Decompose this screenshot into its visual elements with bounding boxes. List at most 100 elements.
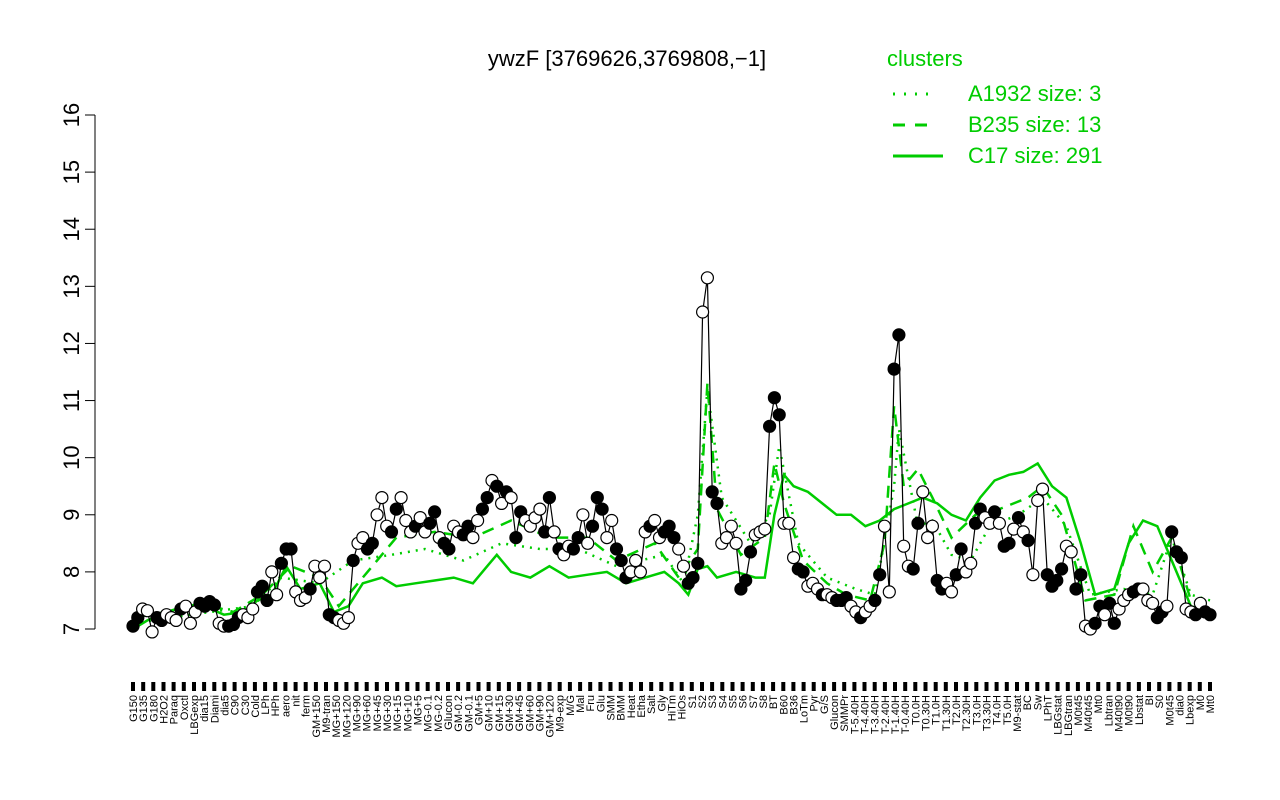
data-point <box>475 502 489 516</box>
data-point <box>255 579 269 593</box>
legend-label-a1932: A1932 size: 3 <box>968 81 1101 106</box>
data-point <box>992 516 1007 530</box>
data-point <box>762 419 777 433</box>
x-tick <box>506 682 511 691</box>
y-tick-label: 9 <box>59 509 84 521</box>
data-point <box>317 559 332 573</box>
data-point <box>925 519 940 533</box>
x-tick <box>578 682 583 691</box>
data-point <box>566 542 581 556</box>
data-point <box>1074 568 1088 582</box>
data-point <box>1021 533 1035 548</box>
data-point <box>887 362 901 376</box>
x-tick <box>395 682 400 691</box>
x-tick-label: BT <box>768 695 780 709</box>
x-tick-label: MG+30 <box>382 695 394 731</box>
y-tick-label: 16 <box>59 103 84 127</box>
x-tick-label: GM+5 <box>474 695 486 725</box>
x-tick <box>1167 682 1172 691</box>
x-tick <box>964 682 969 691</box>
x-tick <box>659 682 664 691</box>
x-tick <box>954 682 958 691</box>
x-tick <box>923 682 928 691</box>
x-tick-label: G180 <box>148 695 160 722</box>
x-tick <box>1197 682 1202 691</box>
data-point <box>265 565 279 579</box>
x-tick-label: Diami <box>209 695 221 723</box>
data-point <box>1203 608 1217 622</box>
data-point <box>1026 568 1040 582</box>
x-tick-label: T2.30H <box>961 695 973 731</box>
data-point <box>648 513 662 528</box>
x-tick <box>313 682 318 691</box>
x-tick-label: T-1.40H <box>890 695 902 734</box>
x-tick <box>1116 682 1121 691</box>
x-tick-label: GM-0.1 <box>463 695 475 732</box>
x-tick-label: M40t45 <box>1083 695 1095 732</box>
x-tick-label: T0.0H <box>910 695 922 725</box>
data-point <box>868 593 882 608</box>
data-point <box>911 516 925 530</box>
x-tick <box>1187 682 1192 691</box>
x-tick <box>1045 682 1050 691</box>
x-tick <box>141 682 146 691</box>
x-tick-label: HiTm <box>667 695 679 721</box>
x-tick-label: MG+60 <box>362 695 374 731</box>
data-point <box>471 513 485 528</box>
x-tick-label: MG+45 <box>372 695 384 731</box>
x-tick <box>517 682 522 691</box>
x-tick-label: MG+90 <box>352 695 364 731</box>
x-tick <box>557 682 562 691</box>
x-tick-label: G150 <box>128 695 140 722</box>
x-tick-label: Glu <box>595 695 607 712</box>
data-point <box>140 604 154 618</box>
data-point <box>509 530 523 545</box>
x-tick <box>852 682 857 691</box>
data-point <box>585 519 600 533</box>
x-tick <box>242 682 247 691</box>
data-points <box>126 271 1217 639</box>
x-tick-label: Mt0 <box>1093 695 1105 713</box>
data-point <box>389 502 403 516</box>
x-tick-label: Glucon <box>829 695 841 730</box>
x-tick <box>476 682 481 691</box>
x-tick-label: HPh <box>270 695 282 716</box>
data-point <box>375 491 389 505</box>
data-point <box>916 485 930 499</box>
x-tick-label: Mt0 <box>1205 695 1217 713</box>
x-tick <box>974 682 979 691</box>
data-point <box>1069 582 1083 596</box>
x-tick <box>1015 682 1019 691</box>
data-point <box>423 516 437 530</box>
x-tick <box>720 682 725 691</box>
data-point <box>739 573 753 588</box>
y-tick-label: 14 <box>59 217 84 241</box>
data-point <box>413 510 427 525</box>
x-tick-label: GM+15 <box>494 695 506 731</box>
x-tick <box>1075 682 1080 691</box>
x-tick <box>385 682 389 691</box>
x-tick <box>567 682 572 691</box>
y-tick-label: 13 <box>59 274 84 298</box>
data-point <box>341 610 355 625</box>
x-tick <box>252 682 257 691</box>
data-point <box>987 505 1002 519</box>
x-tick-label: LBGstat <box>1053 695 1065 735</box>
x-tick-label: dia5 <box>219 695 231 716</box>
data-point <box>628 553 643 568</box>
x-tick <box>750 682 755 691</box>
x-tick-label: BC <box>1022 695 1034 710</box>
data-point <box>207 598 221 612</box>
x-tick <box>446 682 450 691</box>
x-tick <box>588 682 593 691</box>
x-tick <box>466 682 471 691</box>
x-tick <box>496 682 501 691</box>
data-point <box>897 539 911 553</box>
x-tick <box>1106 682 1111 691</box>
data-point <box>1136 582 1150 596</box>
data-point <box>1050 573 1064 588</box>
x-tick-label: aero <box>280 695 292 717</box>
x-tick-label: Sw <box>1032 695 1044 710</box>
x-tick-label: T4.0H <box>992 695 1004 725</box>
x-tick <box>192 682 196 691</box>
